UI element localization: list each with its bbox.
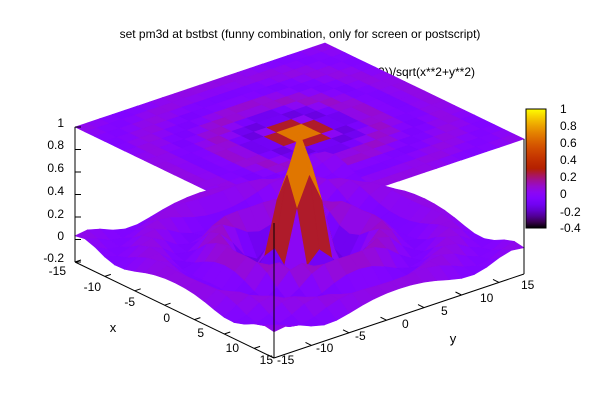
z-tick-label: 0.8: [47, 138, 64, 152]
y-axis-ticks: -15 -10 -5 0 5 10 15: [277, 278, 535, 367]
x-axis-label: x: [110, 320, 117, 335]
y-tick-mark: [305, 341, 312, 346]
y-tick-mark: [267, 354, 275, 359]
x-tick-mark: [194, 317, 201, 321]
y-tick-mark: [342, 329, 350, 334]
colorbar-tick-label: 0.2: [560, 170, 577, 184]
y-axis-line: [273, 273, 525, 359]
x-tick-label: 15: [260, 353, 274, 367]
x-tick-label: 10: [226, 341, 240, 355]
y-tick-label: 10: [480, 291, 494, 305]
z-tick-label: -0.2: [43, 251, 64, 265]
y-tick-label: 5: [441, 304, 448, 318]
y-tick-label: 15: [521, 278, 535, 292]
z-tick-label: 0.4: [47, 184, 64, 198]
y-tick-label: -5: [355, 329, 366, 343]
x-tick-label: 0: [163, 311, 170, 325]
colorbar-tick-label: -0.4: [560, 221, 581, 235]
x-tick-label: -5: [124, 295, 135, 309]
y-axis-label: y: [450, 331, 457, 346]
x-tick-mark: [134, 288, 141, 292]
y-tick-label: 0: [402, 317, 409, 331]
z-tick-label: 0.2: [47, 207, 64, 221]
z-tick-label: 0: [57, 229, 64, 243]
colorbar-ticks: -0.4 -0.2 0 0.2 0.4 0.6 0.8 1: [560, 102, 581, 235]
x-axis-ticks: -15 -10 -5 0 5 10 15: [49, 264, 274, 367]
colorbar-tick-label: 0.8: [560, 119, 577, 133]
colorbar-tick-label: 0.6: [560, 136, 577, 150]
y-tick-mark: [380, 316, 387, 321]
x-tick-mark: [164, 302, 171, 306]
plot-frame: [74, 126, 525, 359]
x-tick-mark: [253, 345, 261, 349]
x-tick-mark: [104, 273, 112, 277]
z-axis-ticks: -0.2 0 0.2 0.4 0.6 0.8 1: [43, 116, 64, 265]
x-tick-mark: [224, 331, 231, 335]
colorbar-tick-label: 0.4: [560, 153, 577, 167]
x-tick-label: -10: [84, 280, 102, 294]
colorbar-tick-label: 0: [560, 187, 567, 201]
x-tick-label: -15: [49, 264, 67, 278]
colorbar-tick-label: -0.2: [560, 205, 581, 219]
colorbar-tick-label: 1: [560, 102, 567, 116]
y-tick-mark: [455, 291, 462, 296]
surface-cell: [263, 324, 288, 333]
x-axis-line: [74, 261, 275, 359]
z-tick-label: 1: [57, 116, 64, 130]
y-tick-mark: [492, 278, 500, 283]
chart-title: set pm3d at bstbst (funny combination, o…: [120, 27, 481, 41]
colorbar: [525, 108, 547, 229]
y-tick-label: -15: [277, 353, 295, 367]
y-tick-mark: [417, 304, 425, 309]
y-tick-label: -10: [316, 341, 334, 355]
bottom-surface: [74, 131, 525, 333]
x-tick-label: 5: [197, 326, 204, 340]
z-tick-label: 0.6: [47, 161, 64, 175]
